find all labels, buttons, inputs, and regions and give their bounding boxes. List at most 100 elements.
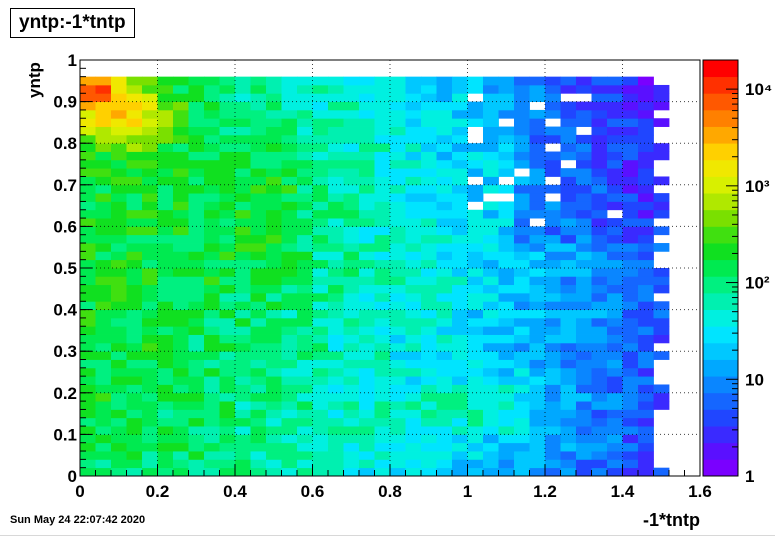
- heatmap-cell: [188, 259, 205, 269]
- heatmap-cell: [607, 459, 623, 469]
- heatmap-cell: [545, 326, 561, 335]
- heatmap-cell: [111, 309, 127, 319]
- heatmap-cell: [436, 409, 453, 419]
- heatmap-cell: [483, 268, 499, 277]
- heatmap-cell: [312, 434, 329, 444]
- heatmap-cell: [421, 84, 437, 94]
- heatmap-cell: [297, 367, 313, 377]
- heatmap-cell: [328, 459, 344, 469]
- heatmap-cell: [219, 384, 236, 394]
- heatmap-cell: [591, 292, 608, 302]
- heatmap-cell: [219, 334, 236, 344]
- heatmap-cell: [343, 292, 360, 302]
- heatmap-cell: [173, 259, 189, 269]
- heatmap-cell: [173, 284, 189, 294]
- heatmap-cell: [374, 143, 391, 152]
- heatmap-cell: [405, 301, 422, 310]
- heatmap-cell: [142, 76, 158, 86]
- heatmap-cell: [297, 409, 313, 419]
- heatmap-cell: [343, 243, 360, 252]
- color-scale-swatch: [703, 309, 738, 327]
- heatmap-cell: [219, 342, 236, 352]
- heatmap-cell: [359, 134, 375, 144]
- heatmap-cell: [297, 176, 313, 186]
- color-scale-label: 10: [745, 370, 764, 389]
- heatmap-cell: [638, 467, 654, 477]
- heatmap-cell: [467, 409, 484, 419]
- heatmap-cell: [173, 101, 189, 111]
- heatmap-cell: [421, 384, 437, 394]
- heatmap-cell: [452, 326, 468, 335]
- heatmap-cell: [576, 284, 592, 294]
- heatmap-cell: [638, 309, 654, 319]
- heatmap-cell: [80, 376, 96, 385]
- heatmap-cell: [297, 118, 313, 127]
- heatmap-cell: [173, 442, 189, 452]
- heatmap-cell: [607, 218, 623, 227]
- heatmap-cell: [560, 292, 577, 302]
- heatmap-cell: [281, 467, 298, 477]
- heatmap-cell: [576, 209, 592, 219]
- heatmap-cell: [638, 284, 654, 294]
- heatmap-cell: [111, 359, 127, 369]
- heatmap-cell: [576, 442, 592, 452]
- heatmap-cell: [374, 342, 391, 352]
- heatmap-cell: [219, 109, 236, 119]
- heatmap-cell: [250, 126, 267, 136]
- heatmap-cell: [514, 259, 530, 269]
- heatmap-cell: [281, 401, 298, 410]
- heatmap-cell: [374, 159, 391, 169]
- heatmap-cell: [188, 218, 205, 227]
- heatmap-cell: [157, 126, 174, 136]
- heatmap-cell: [111, 451, 127, 460]
- heatmap-cell: [80, 417, 96, 427]
- heatmap-cell: [219, 392, 236, 402]
- heatmap-cell: [312, 109, 329, 119]
- heatmap-cell: [452, 309, 468, 319]
- heatmap-cell: [514, 401, 530, 410]
- heatmap-cell: [328, 284, 344, 294]
- heatmap-cell: [328, 84, 344, 94]
- heatmap-cell: [126, 234, 143, 244]
- heatmap-cell: [638, 201, 654, 211]
- heatmap-cell: [328, 317, 344, 327]
- heatmap-cell: [95, 143, 112, 152]
- heatmap-cell: [560, 326, 577, 335]
- heatmap-cell: [204, 76, 220, 86]
- heatmap-cell: [622, 76, 639, 86]
- heatmap-cell: [622, 84, 639, 94]
- heatmap-cell: [281, 301, 298, 310]
- heatmap-cell: [111, 76, 127, 86]
- heatmap-cell: [359, 201, 375, 211]
- heatmap-cell: [80, 193, 96, 202]
- heatmap-cell: [235, 201, 251, 211]
- heatmap-cell: [421, 284, 437, 294]
- heatmap-cell: [529, 292, 546, 302]
- heatmap-cell: [483, 143, 499, 152]
- heatmap-cell: [576, 259, 592, 269]
- heatmap-cell: [359, 434, 375, 444]
- heatmap-cell: [545, 209, 561, 219]
- heatmap-cell: [529, 401, 546, 410]
- heatmap-cell: [622, 301, 639, 310]
- heatmap-cell: [638, 392, 654, 402]
- heatmap-cell: [591, 259, 608, 269]
- heatmap-cell: [281, 176, 298, 186]
- heatmap-cell: [157, 159, 174, 169]
- heatmap-cell: [576, 292, 592, 302]
- heatmap-cell: [297, 284, 313, 294]
- heatmap-cell: [281, 193, 298, 202]
- heatmap-cell: [95, 301, 112, 310]
- heatmap-cell: [545, 409, 561, 419]
- heatmap-cell: [173, 451, 189, 460]
- heatmap-cell: [607, 401, 623, 410]
- heatmap-cell: [374, 134, 391, 144]
- heatmap-cell: [328, 218, 344, 227]
- heatmap-cell: [436, 284, 453, 294]
- heatmap-cell: [374, 234, 391, 244]
- heatmap-cell: [80, 426, 96, 435]
- heatmap-cell: [281, 417, 298, 427]
- heatmap-cell: [436, 434, 453, 444]
- heatmap-cell: [312, 76, 329, 86]
- heatmap-cell: [467, 226, 484, 236]
